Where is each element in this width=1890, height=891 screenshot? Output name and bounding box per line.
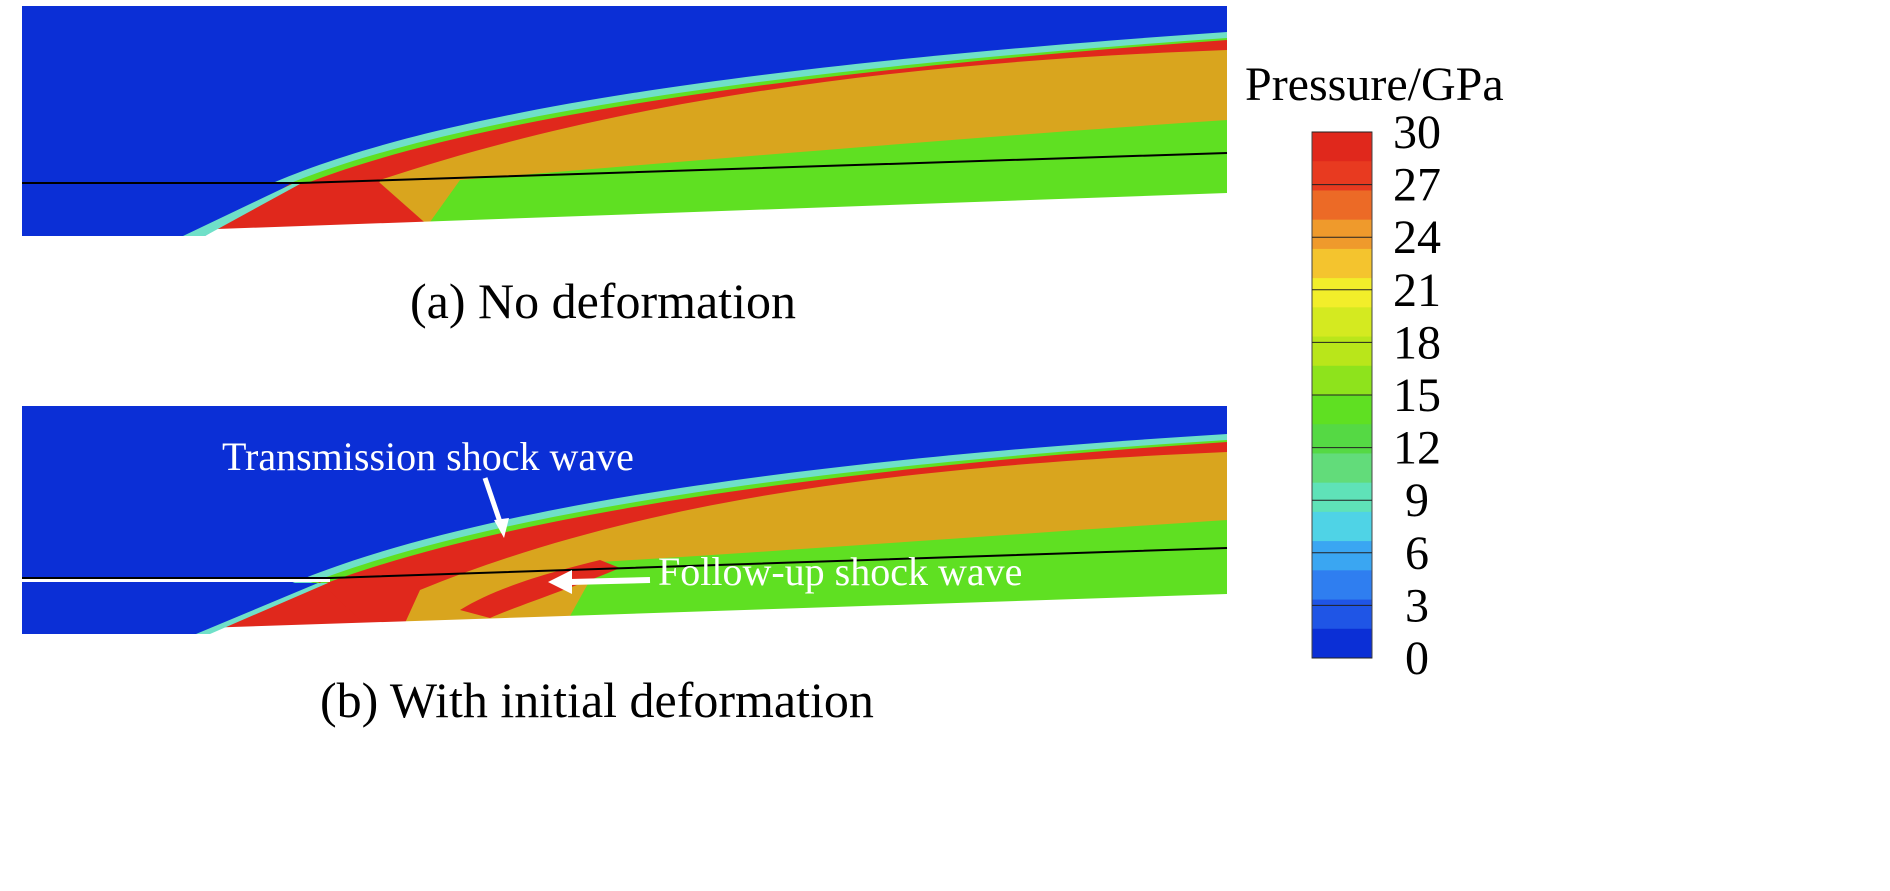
transmission-label: Transmission shock wave bbox=[222, 434, 634, 479]
followup-label: Follow-up shock wave bbox=[658, 549, 1022, 594]
panel-a-contour bbox=[22, 6, 1228, 240]
colorbar-segment bbox=[1312, 395, 1372, 425]
panel-b-interface-line bbox=[22, 547, 1228, 579]
colorbar-title: Pressure/GPa bbox=[1245, 58, 1504, 111]
colorbar-segment bbox=[1312, 570, 1372, 601]
colorbar-segment bbox=[1312, 219, 1372, 250]
colorbar-segment bbox=[1312, 365, 1372, 396]
colorbar-tick-label: 18 bbox=[1393, 316, 1441, 369]
panel-a-red-triangle bbox=[205, 183, 440, 236]
colorbar-tick-label: 27 bbox=[1393, 159, 1441, 212]
colorbar-tick-label: 15 bbox=[1393, 369, 1441, 422]
colorbar-tick-label: 12 bbox=[1393, 422, 1441, 475]
colorbar-segment bbox=[1312, 599, 1372, 630]
colorbar-tick-label: 3 bbox=[1405, 579, 1429, 632]
colorbar-tick-label: 21 bbox=[1393, 264, 1441, 317]
colorbar-segment bbox=[1312, 248, 1372, 279]
panel-a-lower-mask bbox=[22, 193, 1227, 240]
followup-arrow bbox=[548, 570, 651, 594]
panel-a-lower-edge bbox=[183, 184, 300, 236]
panel-a-interface-line bbox=[22, 152, 1228, 184]
panel-b-orange-region bbox=[220, 446, 1227, 634]
colorbar-segment bbox=[1312, 278, 1372, 308]
colorbar-segment bbox=[1312, 161, 1372, 191]
colorbar-segment bbox=[1312, 336, 1372, 367]
colorbar-segment bbox=[1312, 511, 1372, 542]
panel-a-caption: (a) No deformation bbox=[410, 273, 796, 329]
colorbar-tick-label: 6 bbox=[1405, 527, 1429, 580]
panel-b-lower-edge bbox=[196, 583, 328, 634]
colorbar-tick-label: 0 bbox=[1405, 632, 1429, 685]
colorbar-segment bbox=[1312, 628, 1372, 659]
colorbar-tick-label: 9 bbox=[1405, 474, 1429, 527]
colorbar-segment bbox=[1312, 132, 1372, 162]
colorbar-segment bbox=[1312, 307, 1372, 338]
colorbar-segment bbox=[1312, 541, 1372, 571]
transmission-arrow bbox=[482, 477, 509, 538]
panel-b-followup-band bbox=[460, 560, 620, 618]
panel-b-lower-left bbox=[22, 583, 318, 634]
panel-b-caption: (b) With initial deformation bbox=[320, 672, 874, 728]
panel-b-lower-mask bbox=[22, 594, 1227, 640]
colorbar-segment bbox=[1312, 424, 1372, 454]
colorbar-tick-label: 24 bbox=[1393, 211, 1441, 264]
colorbar-segment bbox=[1312, 190, 1372, 221]
panel-b-red-triangle bbox=[208, 582, 375, 634]
colorbar-segment bbox=[1312, 482, 1372, 513]
colorbar-segment bbox=[1312, 453, 1372, 484]
panel-a-orange-region bbox=[205, 44, 1227, 236]
panel-b-contour bbox=[22, 406, 1228, 640]
colorbar-tick-label: 30 bbox=[1393, 106, 1441, 159]
